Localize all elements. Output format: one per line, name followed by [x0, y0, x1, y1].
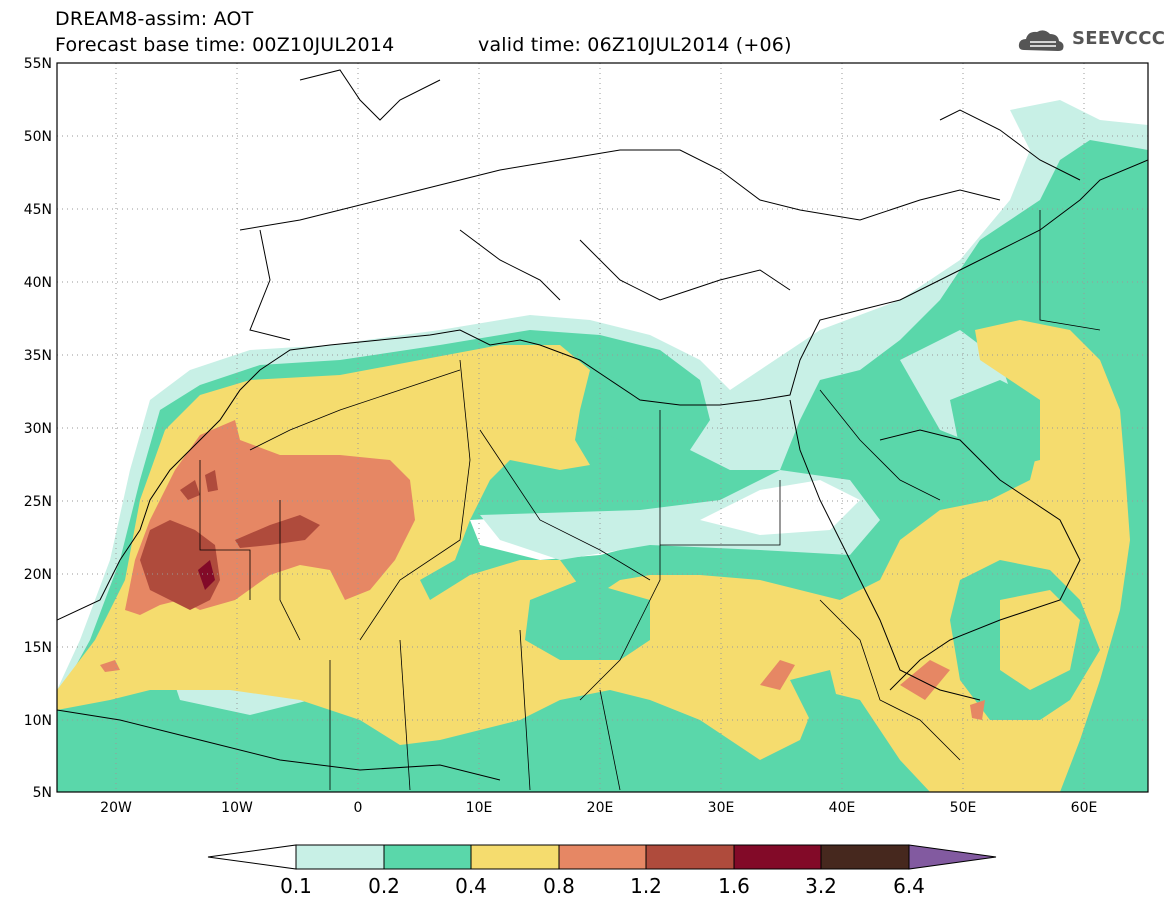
aot-level-1.6 [198, 560, 215, 590]
colorbar-label: 0.8 [543, 874, 575, 898]
colorbar-min-arrow [207, 844, 297, 870]
colorbar-label: 3.2 [805, 874, 837, 898]
aot-contours [57, 63, 1148, 792]
lon-label: 60E [1071, 800, 1098, 816]
colorbar-swatch [645, 844, 735, 870]
lat-label: 55N [24, 56, 52, 72]
lon-label: 50E [950, 800, 977, 816]
country-borders [199, 210, 1101, 791]
colorbar-label: 1.2 [630, 874, 662, 898]
lat-label: 30N [24, 421, 52, 437]
title-line-2: Forecast base time: 00Z10JUL2014 [55, 34, 395, 56]
colorbar-label: 1.6 [718, 874, 750, 898]
colorbar-label: 0.2 [368, 874, 400, 898]
colorbar-label: 6.4 [893, 874, 925, 898]
colorbar-label: 0.4 [455, 874, 487, 898]
lat-label: 40N [24, 275, 52, 291]
lat-label: 15N [24, 640, 52, 656]
colorbar-label: 0.1 [280, 874, 312, 898]
colorbar-swatch [383, 844, 472, 870]
lon-label: 10E [466, 800, 493, 816]
cloud-icon [1018, 30, 1064, 51]
logo-text: SEEVCCC [1072, 28, 1165, 49]
colorbar-swatch [295, 844, 385, 870]
aot-level-0.4 [57, 320, 1130, 792]
lat-label: 50N [24, 129, 52, 145]
colorbar-swatch [558, 844, 647, 870]
lat-label: 5N [33, 785, 52, 801]
map-frame [56, 62, 1149, 793]
colorbar-max-arrow [908, 844, 997, 870]
lat-label: 45N [24, 202, 52, 218]
map-grid [57, 63, 1148, 792]
lon-label: 10W [221, 800, 253, 816]
lon-label: 30E [708, 800, 735, 816]
coastlines [57, 69, 1148, 781]
colorbar: 0.1 0.2 0.4 0.8 1.2 1.6 3.2 6.4 [207, 844, 997, 898]
lon-label: 20E [587, 800, 614, 816]
lat-label: 25N [24, 494, 52, 510]
lat-label: 20N [24, 567, 52, 583]
lon-label: 40E [829, 800, 856, 816]
colorbar-swatch [820, 844, 910, 870]
colorbar-swatch [470, 844, 560, 870]
lon-label: 20W [100, 800, 132, 816]
latitude-labels: 55N 50N 45N 40N 35N 30N 25N 20N 15N 10N … [24, 56, 52, 801]
lat-label: 35N [24, 348, 52, 364]
colorbar-swatch [733, 844, 822, 870]
lat-label: 10N [24, 713, 52, 729]
longitude-labels: 20W 10W 0 10E 20E 30E 40E 50E 60E [100, 800, 1097, 816]
lon-label: 0 [354, 800, 363, 816]
title-line-3: valid time: 06Z10JUL2014 (+06) [478, 34, 792, 56]
title-line-1: DREAM8-assim: AOT [55, 8, 254, 30]
